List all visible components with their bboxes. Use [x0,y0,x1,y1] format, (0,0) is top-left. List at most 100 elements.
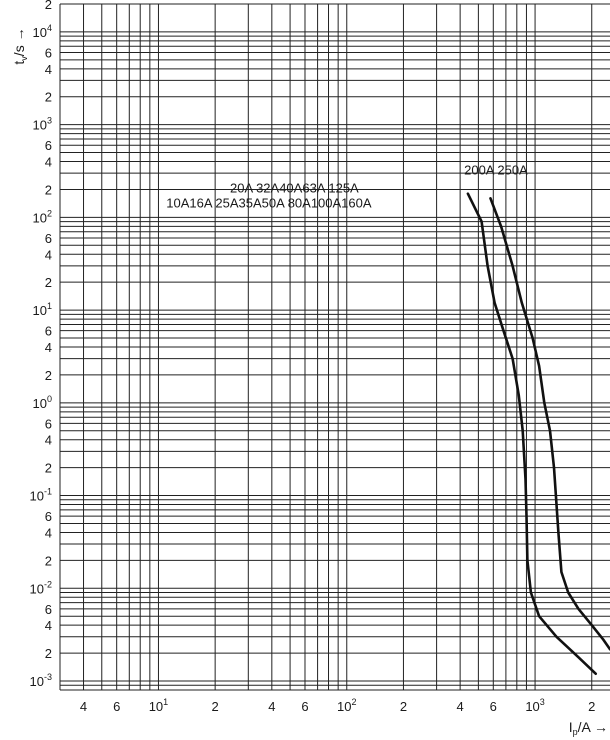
y-tick-label-text: 10 [33,118,47,133]
y-tick-label-text: 10 [33,210,47,225]
y-tick-label: 2 [45,0,52,12]
y-tick-labels: 210464210364210264210164210064210-164210… [30,0,52,689]
x-axis-symbol: I [569,719,573,735]
y-tick-label-text: 6 [45,138,52,153]
x-tick-label: 4 [457,699,464,714]
x-tick-label: 6 [490,699,497,714]
x-tick-label-text: 2 [588,699,595,714]
y-tick-label: 2 [45,553,52,568]
x-tick-label-text: 10 [149,699,163,714]
x-tick-labels: 4 6 101 2 4 6 102 2 4 6 103 2 [80,697,595,714]
y-tick-label-text: 2 [45,368,52,383]
rating-label-row: 20A 32A40A63A 125A [230,180,359,195]
x-tick-label: 101 [149,697,168,714]
y-tick-label-text: 10 [33,303,47,318]
y-tick-label-exponent: 0 [47,394,52,404]
x-tick-label: 102 [337,697,356,714]
curve-250A [489,197,610,651]
x-tick-label-text: 4 [268,699,275,714]
x-axis-subscript: p [573,727,578,737]
y-tick-label-text: 6 [45,602,52,617]
y-tick-label-text: 2 [45,646,52,661]
y-axis-unit: /s → [11,27,27,56]
x-tick-label-text: 6 [113,699,120,714]
y-tick-label: 102 [33,208,52,225]
y-tick-label-exponent: 3 [47,116,52,126]
x-tick-label-exponent: 1 [163,697,168,707]
y-tick-label-text: 2 [45,553,52,568]
y-tick-label-text: 10 [33,396,47,411]
y-tick-label-exponent: -3 [44,672,52,682]
x-tick-label-text: 6 [301,699,308,714]
y-tick-label-exponent: -1 [44,487,52,497]
y-tick-label-text: 2 [45,275,52,290]
y-tick-label-text: 2 [45,182,52,197]
y-tick-label: 2 [45,646,52,661]
y-tick-label: 104 [33,23,52,40]
y-tick-label: 6 [45,324,52,339]
x-tick-label-text: 2 [212,699,219,714]
y-tick-label-exponent: 4 [47,23,52,33]
y-tick-label-exponent: 1 [47,301,52,311]
y-tick-label-text: 4 [45,247,52,262]
y-axis-subscript: v [19,56,29,61]
y-tick-label-exponent: -2 [44,579,52,589]
x-tick-label-text: 4 [457,699,464,714]
y-tick-label-text: 4 [45,525,52,540]
y-tick-label-exponent: 2 [47,208,52,218]
y-tick-label-text: 4 [45,618,52,633]
y-tick-label-text: 10 [33,25,47,40]
label-backing [151,165,491,218]
x-tick-label-text: 6 [490,699,497,714]
y-tick-label: 6 [45,602,52,617]
y-tick-label: 101 [33,301,52,318]
y-tick-label: 10-3 [30,672,52,689]
x-tick-label: 2 [400,699,407,714]
y-tick-label: 2 [45,368,52,383]
x-tick-label: 2 [588,699,595,714]
x-tick-label: 4 [80,699,87,714]
y-tick-label: 10-2 [30,579,52,596]
y-tick-label: 4 [45,433,52,448]
x-tick-label: 4 [268,699,275,714]
curves [466,192,610,675]
y-tick-label: 2 [45,461,52,476]
x-tick-label-exponent: 2 [351,697,356,707]
x-tick-label-text: 10 [525,699,539,714]
y-tick-label: 6 [45,509,52,524]
y-axis-symbol: t [11,61,27,65]
y-tick-label-text: 2 [45,461,52,476]
grid [59,3,610,691]
y-tick-label: 6 [45,45,52,60]
y-tick-label: 4 [45,525,52,540]
y-tick-label-text: 10 [30,674,44,689]
y-tick-label: 4 [45,340,52,355]
y-tick-label: 4 [45,247,52,262]
y-tick-label-text: 4 [45,62,52,77]
y-axis-title: tv/s → [11,27,29,64]
y-tick-label-text: 6 [45,231,52,246]
x-tick-label: 2 [212,699,219,714]
y-tick-label: 10-1 [30,487,52,504]
y-tick-label: 6 [45,231,52,246]
x-tick-label-text: 2 [400,699,407,714]
x-axis-unit: /A → [578,719,608,735]
y-tick-label-text: 4 [45,433,52,448]
x-tick-label: 103 [525,697,544,714]
x-tick-label: 6 [113,699,120,714]
y-tick-label-text: 6 [45,509,52,524]
rating-label-row: 200A 250A [464,162,528,177]
x-tick-label-exponent: 3 [540,697,545,707]
y-tick-label-text: 6 [45,324,52,339]
y-tick-label-text: 2 [45,0,52,12]
y-tick-label: 6 [45,138,52,153]
x-tick-label-text: 4 [80,699,87,714]
y-tick-label-text: 10 [30,489,44,504]
y-tick-label: 4 [45,618,52,633]
x-tick-label-text: 10 [337,699,351,714]
y-tick-label-text: 4 [45,155,52,170]
curve-200A [466,192,597,675]
